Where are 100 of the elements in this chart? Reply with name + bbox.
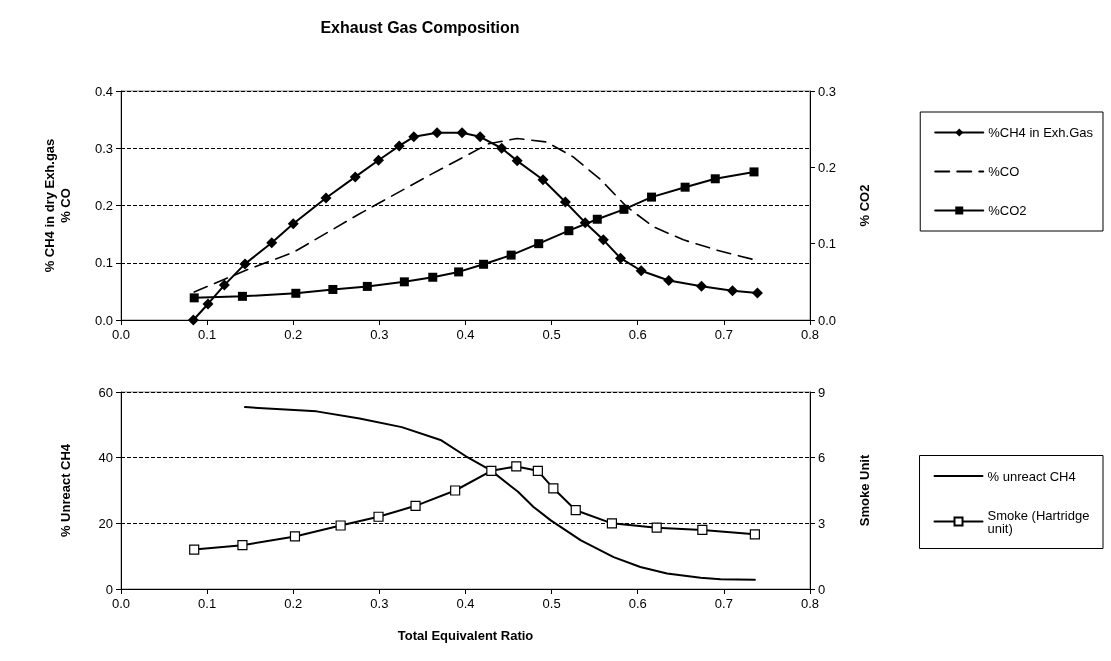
point <box>534 239 544 249</box>
x-tick-label: 0.5 <box>542 327 561 342</box>
point <box>291 288 301 298</box>
point <box>548 483 559 494</box>
y2-tick-label: 0.2 <box>818 159 837 175</box>
y-tick-label: 60 <box>98 384 113 400</box>
point <box>428 272 438 282</box>
y2-tick-label: 0.0 <box>818 312 837 328</box>
y-tick-label: 20 <box>98 515 113 531</box>
point <box>335 520 346 531</box>
point <box>362 281 372 291</box>
point <box>239 258 251 270</box>
point <box>349 171 361 183</box>
y2-axis-title: % CO2 <box>857 184 872 227</box>
y2-tick-label: 0 <box>818 581 826 597</box>
point <box>454 267 464 277</box>
chart-title: Exhaust Gas Composition <box>320 18 520 36</box>
x-tick-label: 0.1 <box>198 327 217 342</box>
point <box>328 284 338 294</box>
point <box>496 142 508 154</box>
point <box>373 511 384 522</box>
legend-label: Smoke (Hartridge unit) <box>987 507 1094 536</box>
point <box>399 277 409 287</box>
y2-tick-label: 6 <box>818 450 826 466</box>
point <box>619 204 629 214</box>
point <box>237 291 247 301</box>
y2-tick-label: 9 <box>818 384 826 400</box>
point <box>218 279 230 291</box>
point <box>559 196 571 208</box>
y-tick-label: 0.0 <box>94 312 113 328</box>
point <box>474 131 486 143</box>
point <box>431 127 443 139</box>
point <box>450 485 461 496</box>
x-tick-label: 0.3 <box>370 327 389 342</box>
point <box>749 529 760 540</box>
x-tick-label: 0.2 <box>284 596 303 611</box>
x-tick-label: 0.4 <box>456 327 475 342</box>
x-tick-label: 0.7 <box>714 596 733 611</box>
point <box>651 522 662 533</box>
point <box>408 131 420 143</box>
point <box>532 465 543 476</box>
x-tick-label: 0.4 <box>456 596 475 611</box>
y2-tick-label: 0.1 <box>818 236 837 252</box>
legend-label: %CO2 <box>988 203 1027 218</box>
x-tick-label: 0.1 <box>198 596 217 611</box>
x-tick-label: 0.6 <box>628 327 647 342</box>
point <box>189 544 200 555</box>
point <box>506 250 516 260</box>
point <box>202 298 214 310</box>
point <box>486 465 497 476</box>
x-tick-label: 0.8 <box>800 596 820 611</box>
y2-tick-label: 3 <box>818 515 826 531</box>
point <box>393 140 405 152</box>
legend-label: %CH4 in Exh.Gas <box>988 125 1094 140</box>
point <box>695 280 707 292</box>
point <box>373 154 385 166</box>
x-tick-label: 0.8 <box>800 327 820 342</box>
point <box>710 174 720 184</box>
point <box>189 293 199 303</box>
point <box>680 182 690 192</box>
point <box>597 234 609 246</box>
y-tick-label: 0.1 <box>94 255 113 271</box>
point <box>479 259 489 269</box>
x-tick-label: 0.7 <box>714 327 733 342</box>
y-tick-label: 40 <box>98 450 113 466</box>
x-tick-label: 0.5 <box>542 596 561 611</box>
y-axis-title: % Unreact CH4 <box>57 443 73 538</box>
x-tick-label: 0.2 <box>284 327 303 342</box>
y2-tick-label: 0.3 <box>818 83 837 99</box>
point <box>289 531 301 542</box>
point <box>749 167 759 177</box>
point <box>266 237 278 249</box>
x-tick-label: 0.6 <box>628 596 647 611</box>
y-tick-label: 0.3 <box>94 140 113 156</box>
x-tick-label: 0.0 <box>111 327 131 342</box>
x-tick-label: 0.0 <box>111 596 131 611</box>
point <box>606 518 618 529</box>
point <box>320 192 332 204</box>
point <box>570 505 581 516</box>
point <box>511 155 523 167</box>
point <box>410 500 421 511</box>
point <box>511 461 522 472</box>
y2-axis-title: Smoke Unit <box>857 454 872 527</box>
y-axis-title: % CH4 in dry Exh.gas % CO <box>41 138 73 273</box>
y-tick-label: 0.2 <box>94 198 113 213</box>
point <box>615 252 627 264</box>
y-tick-label: 0.4 <box>94 83 113 99</box>
point <box>751 287 763 299</box>
point <box>647 192 657 202</box>
point <box>456 127 468 139</box>
x-tick-label: 0.3 <box>370 596 389 611</box>
point <box>726 285 738 297</box>
point <box>287 218 299 230</box>
x-axis-title: Total Equivalent Ratio <box>397 628 534 643</box>
y-tick-label: 0 <box>105 581 113 597</box>
point <box>579 217 591 229</box>
point <box>537 174 549 186</box>
point <box>663 275 675 286</box>
point <box>187 314 199 326</box>
point <box>564 226 574 236</box>
